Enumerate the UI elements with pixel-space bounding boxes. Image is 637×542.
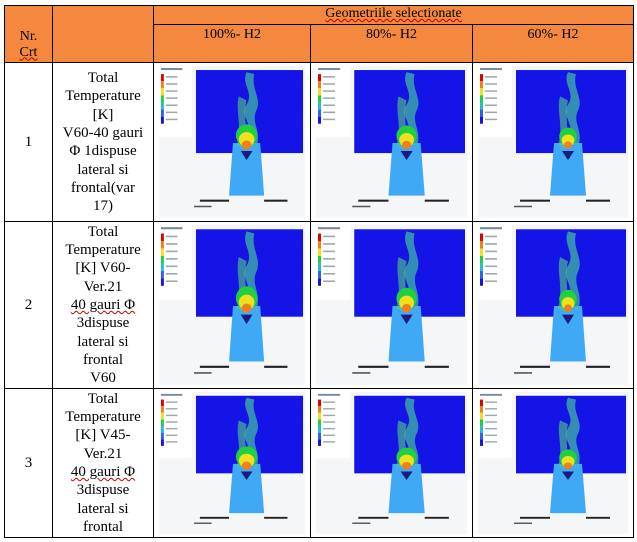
- temperature-contour-image: [316, 66, 467, 219]
- row-number: 1: [4, 62, 53, 223]
- simulation-image-cell: [153, 221, 311, 390]
- temperature-contour-image: [478, 225, 629, 386]
- results-table: Nr. Crt Geometriile selectionate 100%- H…: [4, 4, 635, 538]
- crt-label: Crt: [19, 44, 38, 60]
- temperature-contour-image: [478, 392, 629, 534]
- temperature-contour-image: [478, 66, 629, 219]
- row-description: Total Temperature [K] V60- Ver.21 40 gau…: [52, 221, 154, 390]
- geometries-title: Geometriile selectionate: [325, 6, 462, 21]
- temperature-contour-image: [159, 225, 305, 386]
- table-row: 2 Total Temperature [K] V60- Ver.21 40 g…: [4, 221, 635, 390]
- simulation-image-cell: [471, 62, 635, 223]
- nr-label: Nr.: [19, 28, 38, 44]
- nr-crt-header: Nr. Crt: [4, 4, 53, 64]
- table-row: 1 Total Temperature [K] V60-40 gauri Φ 1…: [4, 62, 635, 223]
- temperature-contour-image: [316, 225, 467, 386]
- temperature-contour-image: [159, 392, 305, 534]
- simulation-image-cell: [310, 388, 473, 538]
- row-description: Total Temperature [K] V45- Ver.21 40 gau…: [52, 388, 154, 538]
- column-100-h2: 100%- H2: [153, 24, 311, 64]
- simulation-image-cell: [153, 62, 311, 223]
- column-80-h2: 80%- H2: [310, 24, 473, 64]
- table-row: 3 Total Temperature [K] V45- Ver.21 40 g…: [4, 388, 635, 538]
- temperature-contour-image: [159, 66, 305, 219]
- simulation-image-cell: [471, 221, 635, 390]
- row-number: 2: [4, 221, 53, 390]
- row-description: Total Temperature [K] V60-40 gauri Φ 1di…: [52, 62, 154, 223]
- simulation-image-cell: [310, 221, 473, 390]
- simulation-image-cell: [310, 62, 473, 223]
- simulation-image-cell: [471, 388, 635, 538]
- temperature-contour-image: [316, 392, 467, 534]
- description-header: [52, 4, 154, 64]
- geometries-header: Geometriile selectionate: [152, 4, 635, 26]
- simulation-image-cell: [153, 388, 311, 538]
- column-60-h2: 60%- H2: [471, 24, 635, 64]
- row-number: 3: [4, 388, 53, 538]
